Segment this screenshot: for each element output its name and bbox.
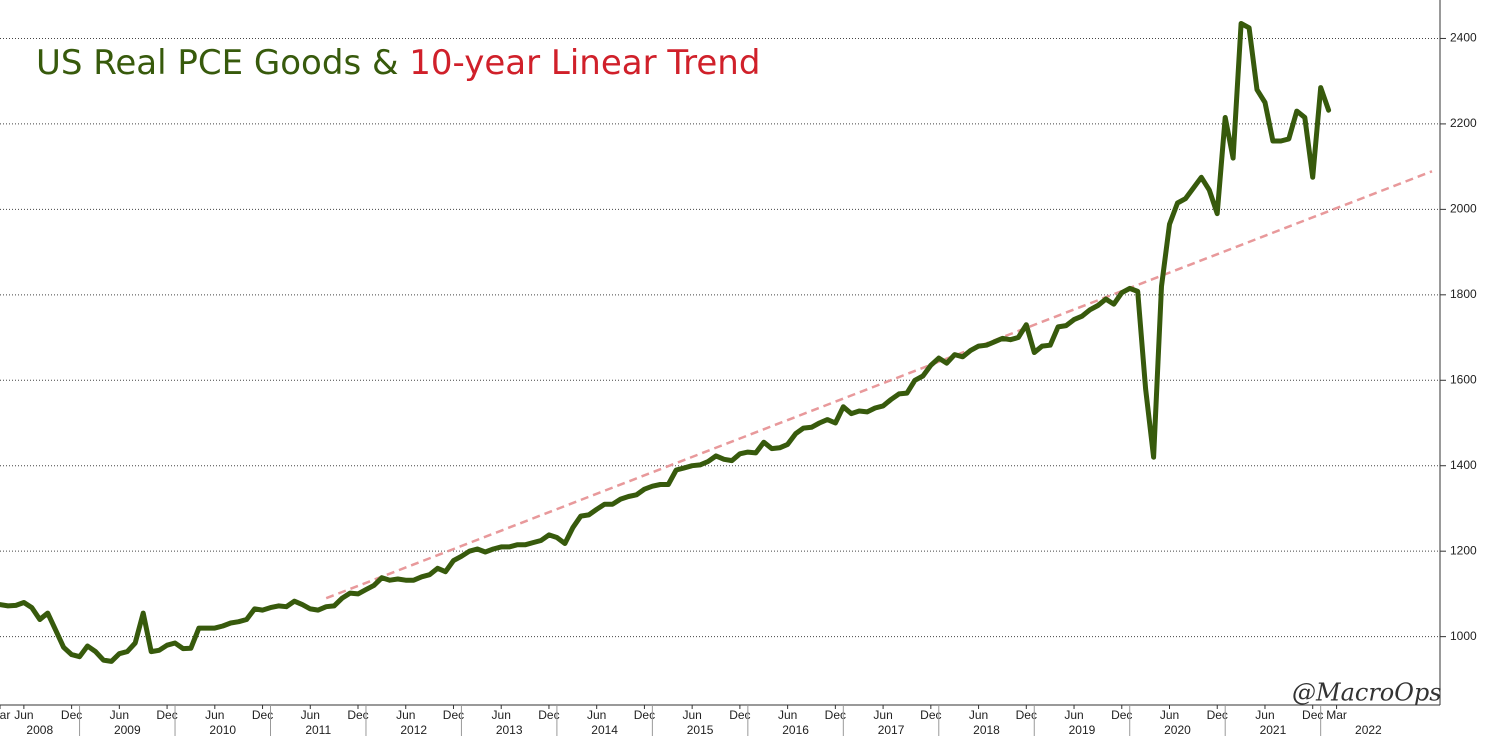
year-label: 2022 [1355, 723, 1382, 736]
year-label: 2016 [782, 723, 809, 736]
x-tick-label: Dec [729, 708, 750, 722]
y-tick-label: 1400 [1450, 458, 1477, 472]
year-label: 2019 [1069, 723, 1096, 736]
y-tick-label: 1600 [1450, 372, 1477, 386]
trend-line [325, 170, 1433, 600]
y-tick-label: 1000 [1450, 629, 1477, 643]
x-tick-label: Jun [778, 708, 797, 722]
x-tick-label: Jun [14, 708, 33, 722]
x-tick-label: Jun [492, 708, 511, 722]
year-label: 2020 [1164, 723, 1191, 736]
y-tick-label: 2000 [1450, 202, 1477, 216]
x-tick-label: Jun [301, 708, 320, 722]
x-tick-label: Jun [1255, 708, 1274, 722]
x-tick-label: Dec [156, 708, 177, 722]
x-tick-label: Jun [873, 708, 892, 722]
x-tick-label: Dec [1016, 708, 1037, 722]
year-label: 2009 [114, 723, 141, 736]
x-tick-label: Dec [347, 708, 368, 722]
x-tick-label: Jun [396, 708, 415, 722]
x-tick-label: Jun [682, 708, 701, 722]
x-tick-label: Dec [634, 708, 655, 722]
x-tick-label: Jun [1064, 708, 1083, 722]
year-label: 2018 [973, 723, 1000, 736]
year-label: 2012 [400, 723, 427, 736]
y-tick-label: 2400 [1450, 31, 1477, 45]
x-tick-label: Dec [1111, 708, 1132, 722]
x-tick-label: Mar [0, 708, 10, 722]
x-tick-label: Dec [538, 708, 559, 722]
y-tick-label: 2200 [1450, 116, 1477, 130]
x-tick-label: Jun [587, 708, 606, 722]
title-main: US Real PCE Goods & [36, 43, 409, 83]
title-trend: 10-year Linear Trend [409, 43, 760, 83]
annotation: @MacroOps [1292, 679, 1442, 707]
x-tick-label: Dec [825, 708, 846, 722]
x-tick-label: Dec [443, 708, 464, 722]
x-tick-label: Dec [1207, 708, 1228, 722]
x-tick-label: Jun [969, 708, 988, 722]
year-label: 2015 [687, 723, 714, 736]
year-label: 2014 [591, 723, 618, 736]
x-tick-label: Dec [1302, 708, 1323, 722]
x-tick-label: Dec [61, 708, 82, 722]
year-label: 2011 [305, 723, 331, 736]
x-tick-label: Jun [205, 708, 224, 722]
x-tick-label: Jun [1160, 708, 1179, 722]
x-tick-label: Jun [110, 708, 129, 722]
year-label: 2021 [1260, 723, 1287, 736]
year-label: 2017 [878, 723, 905, 736]
y-tick-label: 1800 [1450, 287, 1477, 301]
x-tick-label: Dec [252, 708, 273, 722]
x-tick-label: Dec [920, 708, 941, 722]
data-line [0, 21, 1332, 664]
year-label: 2008 [26, 723, 53, 736]
year-label: 2010 [209, 723, 236, 736]
x-tick-label: Mar [1326, 708, 1347, 722]
year-label: 2013 [496, 723, 523, 736]
y-tick-label: 1200 [1450, 543, 1477, 557]
chart-title: US Real PCE Goods & 10-year Linear Trend [36, 43, 760, 83]
